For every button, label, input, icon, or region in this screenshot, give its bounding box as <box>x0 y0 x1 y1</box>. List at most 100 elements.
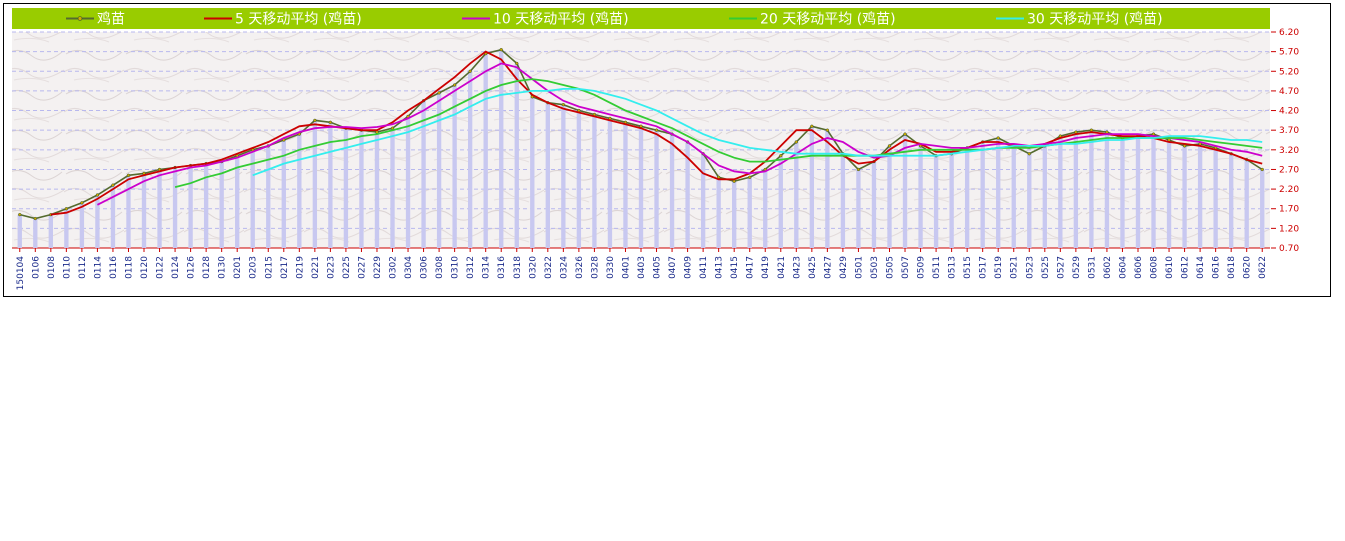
bar <box>250 149 255 248</box>
data-point <box>111 183 115 187</box>
data-point <box>810 124 814 128</box>
x-tick-label: 0223 <box>326 256 336 279</box>
legend-label: 10 天移动平均 (鸡苗) <box>493 11 629 28</box>
x-tick-label: 0403 <box>637 256 647 279</box>
bar <box>390 128 395 248</box>
x-tick-label: 0425 <box>808 256 818 279</box>
x-tick-label: 0215 <box>264 256 274 279</box>
data-point <box>515 61 519 66</box>
bar <box>1197 143 1203 248</box>
bar <box>933 155 939 248</box>
y-tick-label: 4.70 <box>1279 87 1299 97</box>
x-tick-label: 0217 <box>280 256 290 279</box>
bar <box>1058 136 1063 248</box>
x-tick-label: 0602 <box>1103 256 1113 279</box>
x-tick-label: 0620 <box>1243 256 1253 279</box>
bar <box>623 122 628 248</box>
bar <box>499 49 504 248</box>
x-tick-label: 0320 <box>528 256 538 279</box>
legend-label: 5 天移动平均 (鸡苗) <box>235 11 362 28</box>
x-tick-label: 0310 <box>451 256 461 279</box>
bar <box>343 128 349 248</box>
x-tick-label: 0515 <box>963 256 973 279</box>
x-tick-label: 0421 <box>777 256 787 279</box>
x-tick-label: 0106 <box>31 256 41 279</box>
bar <box>1260 169 1265 248</box>
x-tick-label: 0203 <box>249 256 259 279</box>
bar <box>33 218 38 248</box>
x-tick-label: 0326 <box>575 256 585 279</box>
bar <box>126 175 131 248</box>
bar <box>297 134 302 248</box>
bar <box>638 126 644 248</box>
bar <box>530 96 535 248</box>
bar <box>95 194 100 248</box>
bar <box>421 100 426 249</box>
data-point <box>468 69 472 73</box>
data-point <box>437 91 441 95</box>
bar <box>1120 138 1125 248</box>
bar <box>514 63 519 248</box>
x-tick-label: 0407 <box>668 256 678 279</box>
x-tick-label: 0527 <box>1056 256 1066 279</box>
bar <box>732 181 737 248</box>
bar <box>592 114 597 249</box>
x-tick-label: 0324 <box>559 256 569 279</box>
x-tick-label: 0612 <box>1181 256 1191 279</box>
bar <box>359 130 364 248</box>
data-point <box>903 132 907 136</box>
chart: 鸡苗 5 天移动平均 (鸡苗) 10 天移动平均 (鸡苗) 20 天移动平均 (鸡苗)… <box>12 8 1299 290</box>
x-tick-label: 0110 <box>62 256 72 279</box>
legend-label: 鸡苗 <box>97 11 125 28</box>
series-line <box>174 78 1263 188</box>
x-tick-label: 0622 <box>1258 256 1268 279</box>
x-tick-label: 0417 <box>746 256 756 279</box>
bar <box>328 122 333 248</box>
x-tick-label: 0423 <box>792 256 802 279</box>
legend-marker <box>77 16 83 21</box>
x-tick-label: 0523 <box>1025 256 1035 279</box>
bar <box>669 134 675 248</box>
data-point <box>856 167 861 172</box>
legend-label: 20 天移动平均 (鸡苗) <box>760 11 896 28</box>
x-tick-label: 0306 <box>420 256 430 279</box>
data-point <box>80 201 84 205</box>
bar <box>219 161 224 248</box>
x-tick-label: 0521 <box>1010 256 1020 279</box>
bar <box>1213 147 1218 248</box>
legend-band <box>12 8 1270 29</box>
bar <box>467 71 473 248</box>
bar <box>405 116 411 248</box>
x-tick-label: 0108 <box>47 256 57 279</box>
x-tick-label: 0120 <box>140 256 150 279</box>
bar <box>576 110 582 248</box>
y-tick-label: 3.20 <box>1279 146 1299 156</box>
x-tick-label: 0227 <box>357 256 367 279</box>
x-tick-label: 0413 <box>715 256 725 279</box>
bar <box>918 145 923 248</box>
x-tick-label: 0429 <box>839 256 849 279</box>
y-tick-label: 1.70 <box>1279 205 1299 215</box>
x-tick-label: 0401 <box>621 256 631 279</box>
x-tick-label: 0114 <box>93 256 103 279</box>
bar <box>79 202 85 248</box>
x-tick-label: 0225 <box>342 256 352 279</box>
x-tick-label: 0112 <box>78 256 88 279</box>
x-tick-label: 0318 <box>513 256 523 279</box>
x-tick-label: 0409 <box>684 256 694 279</box>
y-tick-label: 6.20 <box>1279 28 1299 38</box>
y-tick-label: 2.20 <box>1279 185 1299 195</box>
data-point <box>126 173 131 177</box>
x-tick-label: 0314 <box>482 256 492 279</box>
x-tick-label: 0302 <box>389 256 399 279</box>
x-tick-label: 0330 <box>606 256 616 279</box>
bar <box>856 169 861 248</box>
x-tick-label: 0606 <box>1134 256 1144 279</box>
bar <box>980 141 985 248</box>
x-tick-label: 0618 <box>1227 256 1237 279</box>
y-tick-label: 5.20 <box>1279 67 1299 77</box>
x-tick-label: 0229 <box>373 256 383 279</box>
bar <box>1135 136 1141 248</box>
bar <box>203 163 209 248</box>
x-tick-label: 0312 <box>466 256 476 279</box>
